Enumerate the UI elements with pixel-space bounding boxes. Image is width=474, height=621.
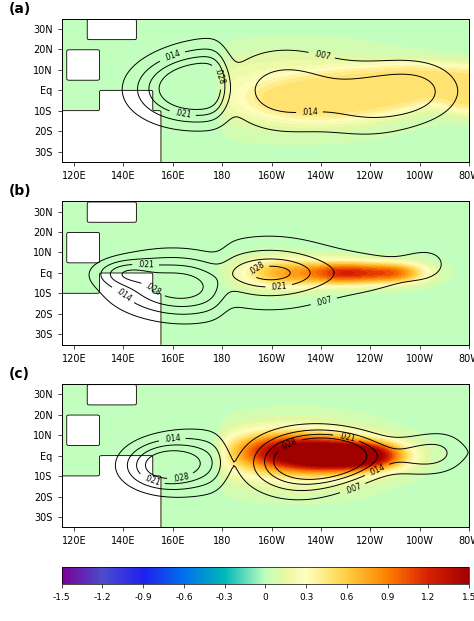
Text: (a): (a) <box>9 2 31 16</box>
Text: .014: .014 <box>163 48 182 63</box>
Text: .007: .007 <box>343 481 362 496</box>
Text: .028: .028 <box>247 260 266 277</box>
Text: .014: .014 <box>301 107 318 117</box>
Text: .021: .021 <box>270 281 288 292</box>
Text: .028: .028 <box>144 281 163 298</box>
Text: .028: .028 <box>280 437 299 451</box>
Text: .007: .007 <box>314 295 333 308</box>
Text: .028: .028 <box>212 67 226 86</box>
Text: .021: .021 <box>137 260 154 270</box>
Text: .014: .014 <box>164 433 181 444</box>
Text: .021: .021 <box>173 109 191 120</box>
Text: .007: .007 <box>312 49 331 61</box>
Text: (c): (c) <box>9 367 30 381</box>
Text: .021: .021 <box>142 474 161 488</box>
Text: .021: .021 <box>337 431 356 443</box>
Text: .014: .014 <box>367 462 387 478</box>
Text: .014: .014 <box>114 286 133 304</box>
Text: (b): (b) <box>9 184 31 198</box>
Text: .028: .028 <box>171 471 190 484</box>
